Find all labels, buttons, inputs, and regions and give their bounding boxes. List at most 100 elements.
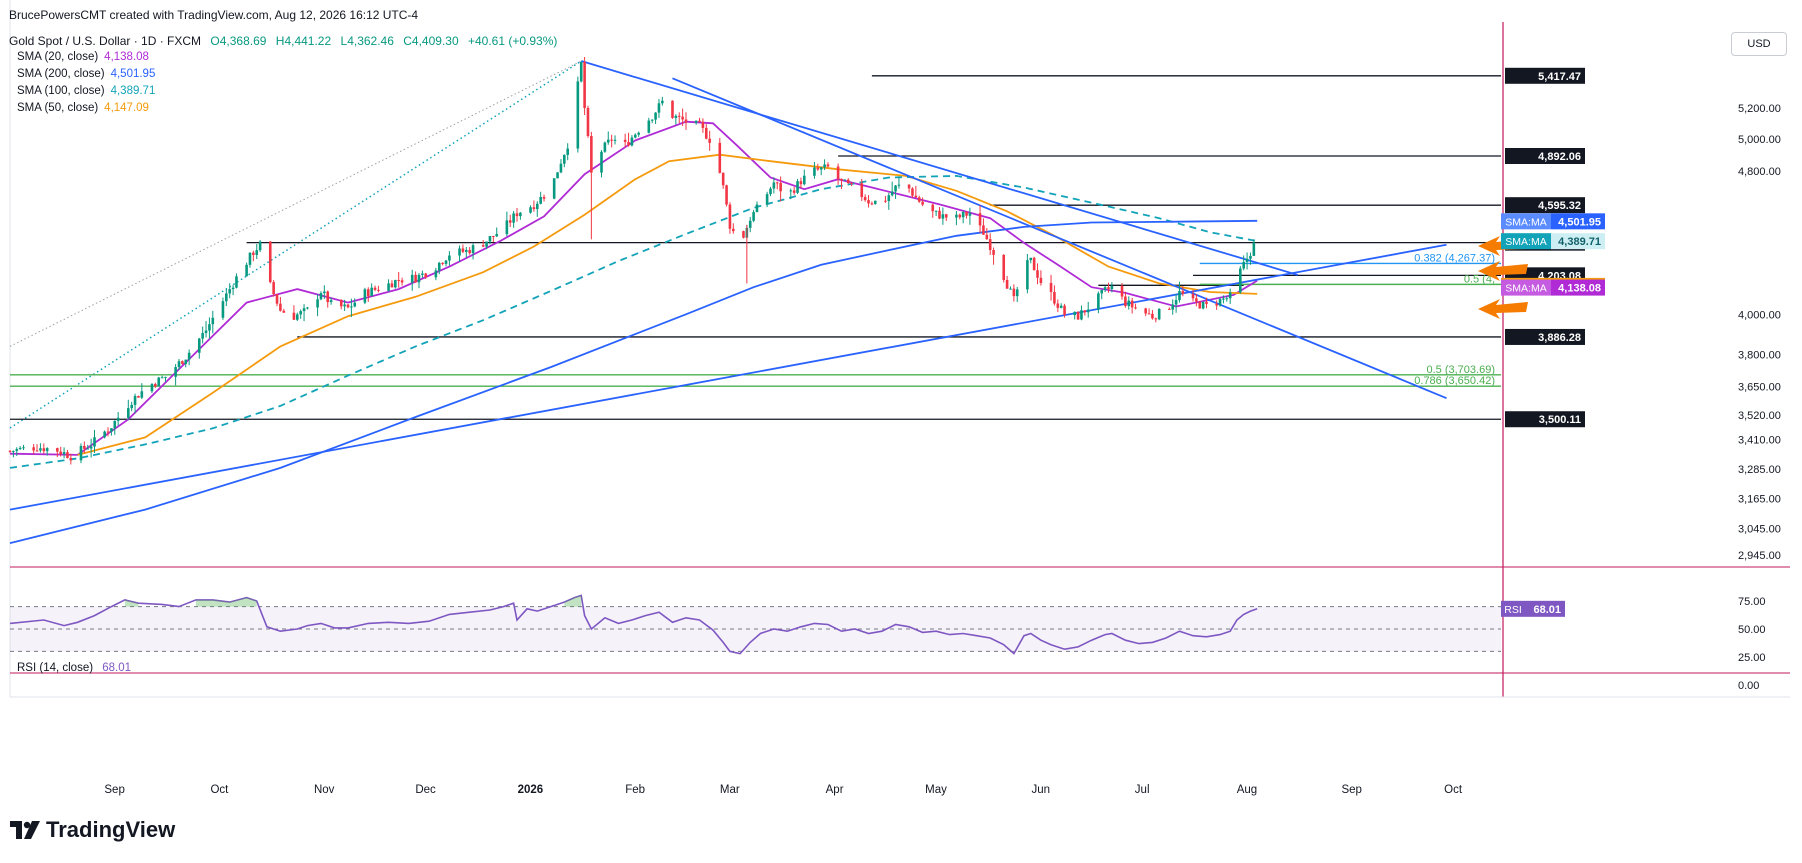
candle-body <box>255 250 259 255</box>
candle-body <box>1103 287 1107 290</box>
candle-body <box>302 308 306 312</box>
candle-body <box>387 283 390 291</box>
rsi-tick-label: 75.00 <box>1738 596 1766 608</box>
candle-body <box>1107 287 1110 290</box>
candle-body <box>630 137 634 146</box>
price-tick-label: 3,800.00 <box>1738 350 1781 362</box>
rsi-legend[interactable]: RSI (14, close) 68.01 <box>17 662 131 674</box>
price-tick-label: 3,520.00 <box>1738 410 1781 422</box>
candle-body <box>579 61 583 82</box>
candle-body <box>684 119 688 123</box>
candle-body <box>772 182 776 189</box>
candle-body <box>870 203 874 205</box>
candle-body <box>671 100 674 118</box>
candle-body <box>1100 289 1104 294</box>
candle-body <box>492 236 495 238</box>
candle-body <box>326 291 330 303</box>
candle-body <box>934 210 938 212</box>
level-price-tag <box>1505 197 1585 214</box>
candle-body <box>1154 318 1158 320</box>
candle-body <box>944 214 948 218</box>
candle-body <box>657 103 661 113</box>
candle-body <box>894 185 897 192</box>
rsi-overbought-fill <box>195 597 257 607</box>
candle-body <box>225 293 228 302</box>
candle-body <box>150 384 154 392</box>
price-tick-label: 5,200.00 <box>1738 103 1781 115</box>
legend-sma100[interactable]: SMA (100, close) 4,389.71 <box>17 85 155 97</box>
time-tick-label: 2026 <box>518 784 544 796</box>
legend-sma200[interactable]: SMA (200, close) 4,501.95 <box>17 68 155 80</box>
level-price-label: 3,886.28 <box>1538 332 1581 344</box>
time-tick-label: Sep <box>1341 784 1361 796</box>
candle-body <box>488 236 492 242</box>
time-tick-label: Nov <box>314 784 335 796</box>
time-tick-label: Feb <box>625 784 645 796</box>
price-tick-label: 3,045.00 <box>1738 524 1781 536</box>
candle-body <box>140 391 144 398</box>
candle-body <box>1228 292 1232 299</box>
level-price-label: 4,595.32 <box>1538 200 1581 212</box>
candle-body <box>606 139 610 143</box>
candle-body <box>873 200 877 204</box>
sma50-line <box>77 153 1258 456</box>
candle-body <box>113 420 117 429</box>
candle-body <box>1083 310 1087 313</box>
legend-sma50[interactable]: SMA (50, close) 4,147.09 <box>17 102 149 114</box>
candle-body <box>1215 303 1218 306</box>
candle-body <box>133 395 137 405</box>
candle-body <box>93 437 96 447</box>
candle-body <box>448 255 451 261</box>
candle-body <box>1002 254 1006 280</box>
legend-sma20[interactable]: SMA (20, close) 4,138.08 <box>17 51 149 63</box>
candle-body <box>1225 298 1229 300</box>
candle-body <box>1222 298 1225 300</box>
candle-body <box>586 107 590 137</box>
fib-level-label: 0.786 (3,650.42) <box>1414 375 1495 387</box>
time-tick-label: Jul <box>1135 784 1150 796</box>
candle-body <box>103 431 106 438</box>
ohlc-change: +40.61 (+0.93%) <box>467 34 558 48</box>
candle-body <box>353 302 357 307</box>
candle-body <box>907 184 911 189</box>
candle-body <box>12 450 15 452</box>
candle-body <box>1056 303 1060 308</box>
candle-body <box>390 283 394 288</box>
candle-body <box>282 310 286 313</box>
candle-body <box>414 274 417 283</box>
candle-body <box>137 395 140 398</box>
symbol-name: Gold Spot / U.S. Dollar · 1D · FXCM <box>9 34 202 48</box>
candle-body <box>177 361 181 368</box>
tradingview-logo[interactable]: TradingView <box>10 817 175 843</box>
level-price-tag <box>1505 147 1585 164</box>
candle-body <box>556 172 559 179</box>
candle-body <box>867 200 870 204</box>
candle-body <box>701 121 705 128</box>
candle-body <box>245 264 248 277</box>
legend-sma20-value: 4,138.08 <box>104 51 149 63</box>
candle-body <box>610 139 613 141</box>
currency-button[interactable]: USD <box>1731 32 1787 56</box>
candle-body <box>529 207 532 213</box>
candle-body <box>508 220 512 223</box>
sma-price-label: 4,389.71 <box>1558 236 1601 248</box>
candle-body <box>235 276 238 288</box>
candle-body <box>434 270 438 278</box>
candle-body <box>1127 300 1131 307</box>
candle-body <box>79 445 83 461</box>
candle-body <box>343 304 346 307</box>
candle-body <box>228 289 231 294</box>
candle-body <box>674 115 678 118</box>
candle-body <box>197 338 201 353</box>
candle-body <box>1124 296 1127 307</box>
candle-body <box>39 448 42 451</box>
trendline <box>580 60 1299 276</box>
candle-body <box>559 163 563 173</box>
candle-body <box>775 182 779 184</box>
candle-body <box>1242 261 1245 269</box>
candle-body <box>840 178 843 181</box>
rsi-legend-value: 68.01 <box>102 662 132 674</box>
rsi-tick-label: 50.00 <box>1738 624 1766 636</box>
candle-body <box>779 183 782 192</box>
candle-body <box>160 377 164 379</box>
